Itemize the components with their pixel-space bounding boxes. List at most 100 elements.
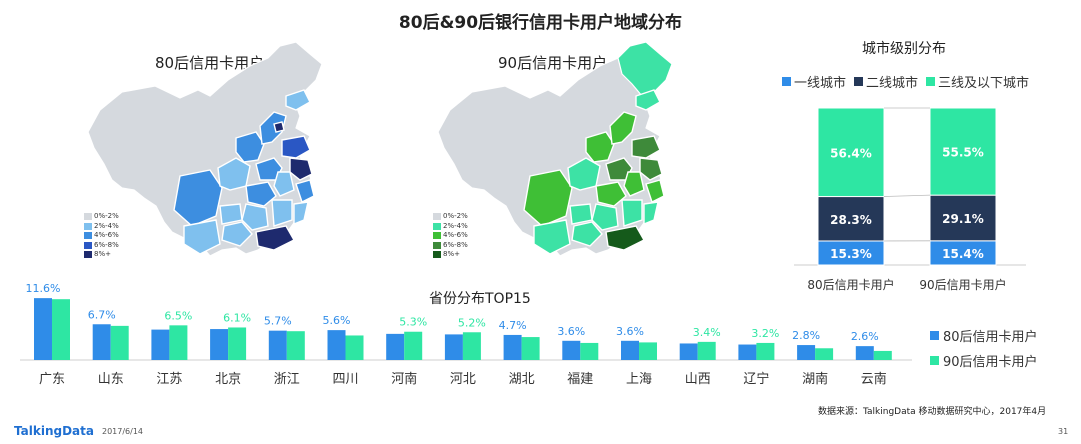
bar — [110, 325, 129, 360]
legend-item: 2%-4% — [84, 222, 119, 232]
bar — [580, 342, 599, 360]
province-top15-chart: 11.6% 广东 6.7% 山东 6.5% 江苏 6.1% 北京 5.7% 浙江 5.6% 四川 5.3… — [20, 282, 912, 387]
category-label: 广东 — [39, 372, 65, 387]
legend-swatch — [930, 356, 939, 365]
bar — [521, 337, 540, 360]
bar-value-label: 3.6% — [616, 325, 644, 338]
map-90-legend: 0%-2% 2%-4% 4%-6% 6%-8% 8%+ — [433, 212, 468, 260]
legend-swatch — [84, 241, 92, 249]
bar — [92, 324, 111, 360]
bar — [873, 350, 892, 360]
city-chart-title: 城市级别分布 — [862, 41, 946, 57]
legend-swatch — [433, 222, 441, 230]
map-90-hebei — [609, 111, 637, 145]
map-80-hunan — [241, 203, 269, 231]
legend-item: 4%-6% — [84, 231, 119, 241]
legend-item: 8%+ — [433, 250, 468, 260]
segment-label: 28.3% — [830, 213, 872, 227]
category-label: 80后信用卡用户 — [807, 277, 894, 292]
legend-swatch — [782, 77, 791, 86]
bar — [815, 348, 834, 360]
segment-label: 56.4% — [830, 146, 872, 160]
legend-item: 80后信用卡用户 — [930, 326, 1038, 345]
legend-item: 0%-2% — [84, 212, 119, 222]
province-chart-title: 省份分布TOP15 — [429, 291, 531, 307]
map-80-provinces — [173, 89, 315, 255]
map-90-guangxi — [571, 221, 603, 247]
map-90-hunan — [591, 203, 619, 231]
legend-swatch — [433, 241, 441, 249]
bar — [210, 329, 229, 360]
segment-label: 15.3% — [830, 247, 872, 261]
legend-item: 8%+ — [84, 250, 119, 260]
legend-item: 4%-6% — [433, 231, 468, 241]
category-label: 90后信用卡用户 — [919, 277, 1006, 292]
map-80-guangxi — [221, 221, 253, 247]
map-90-jiangsu — [639, 157, 663, 181]
legend-item: 6%-8% — [433, 241, 468, 251]
bar-value-label: 5.2% — [458, 316, 486, 329]
bar — [268, 330, 287, 360]
map-90-provinces — [523, 89, 665, 255]
map-90-jiangxi — [621, 199, 643, 227]
bar — [386, 333, 405, 360]
bar-value-label: 6.1% — [223, 311, 251, 324]
bar — [639, 342, 657, 360]
footer-date: 2017/6/14 — [102, 427, 144, 436]
bar-value-label: 4.7% — [499, 319, 527, 332]
map-80-zhejiang — [295, 179, 315, 203]
stack-segment — [817, 107, 885, 198]
category-label: 辽宁 — [743, 371, 769, 387]
bar-value-label: 3.4% — [693, 326, 721, 339]
bar — [286, 331, 305, 360]
map-80-hubei — [245, 181, 277, 207]
bar-value-label: 2.8% — [792, 329, 820, 342]
legend-label: 二线城市 — [866, 76, 919, 91]
legend-label: 0%-2% — [94, 212, 119, 220]
bar — [697, 341, 716, 360]
legend-swatch — [84, 232, 92, 240]
map-80-jiangxi — [271, 199, 293, 227]
legend-label: 80后信用卡用户 — [943, 330, 1038, 345]
city-chart-legend: 一线城市 二线城市 三线及以下城市 — [782, 72, 1029, 91]
legend-label: 8%+ — [443, 250, 460, 258]
page-title: 80后&90后银行信用卡用户地域分布 — [398, 13, 683, 33]
legend-label: 0%-2% — [443, 212, 468, 220]
legend-item: 一线城市 — [782, 72, 846, 91]
page-number: 31 — [1058, 427, 1069, 436]
map-80-sichuan — [173, 169, 223, 227]
bar — [151, 329, 170, 360]
legend-swatch — [926, 77, 936, 86]
bar-value-label: 5.6% — [323, 314, 351, 327]
bar — [52, 299, 70, 360]
category-label: 江苏 — [156, 371, 182, 387]
bar — [404, 331, 423, 360]
map-80-guangdong — [255, 225, 295, 251]
map-80-shanxi — [235, 131, 265, 163]
category-label: 云南 — [861, 371, 887, 387]
map-90-hubei — [595, 181, 627, 207]
legend-swatch — [854, 77, 864, 86]
bar — [345, 335, 364, 360]
bar-value-label: 6.5% — [164, 309, 192, 322]
legend-label: 4%-6% — [94, 231, 119, 239]
map-80-anhui — [273, 171, 295, 197]
bar-value-label: 3.6% — [557, 325, 585, 338]
legend-label: 6%-8% — [94, 240, 119, 249]
legend-label: 2%-4% — [94, 221, 119, 230]
legend-swatch — [433, 251, 441, 259]
bar — [228, 327, 247, 360]
legend-item: 6%-8% — [84, 241, 119, 251]
brand-logo: TalkingData — [14, 424, 94, 438]
bar — [34, 298, 52, 360]
map-80-beijing — [273, 121, 285, 133]
bar — [327, 330, 346, 360]
legend-item: 0%-2% — [433, 212, 468, 222]
legend-swatch — [433, 232, 441, 240]
legend-item: 90后信用卡用户 — [930, 351, 1038, 370]
category-label: 湖北 — [509, 372, 535, 387]
map-90-guangdong — [605, 225, 645, 251]
bar-value-label: 3.2% — [751, 327, 779, 340]
legend-item: 二线城市 — [854, 72, 918, 91]
map-90 — [437, 41, 673, 257]
